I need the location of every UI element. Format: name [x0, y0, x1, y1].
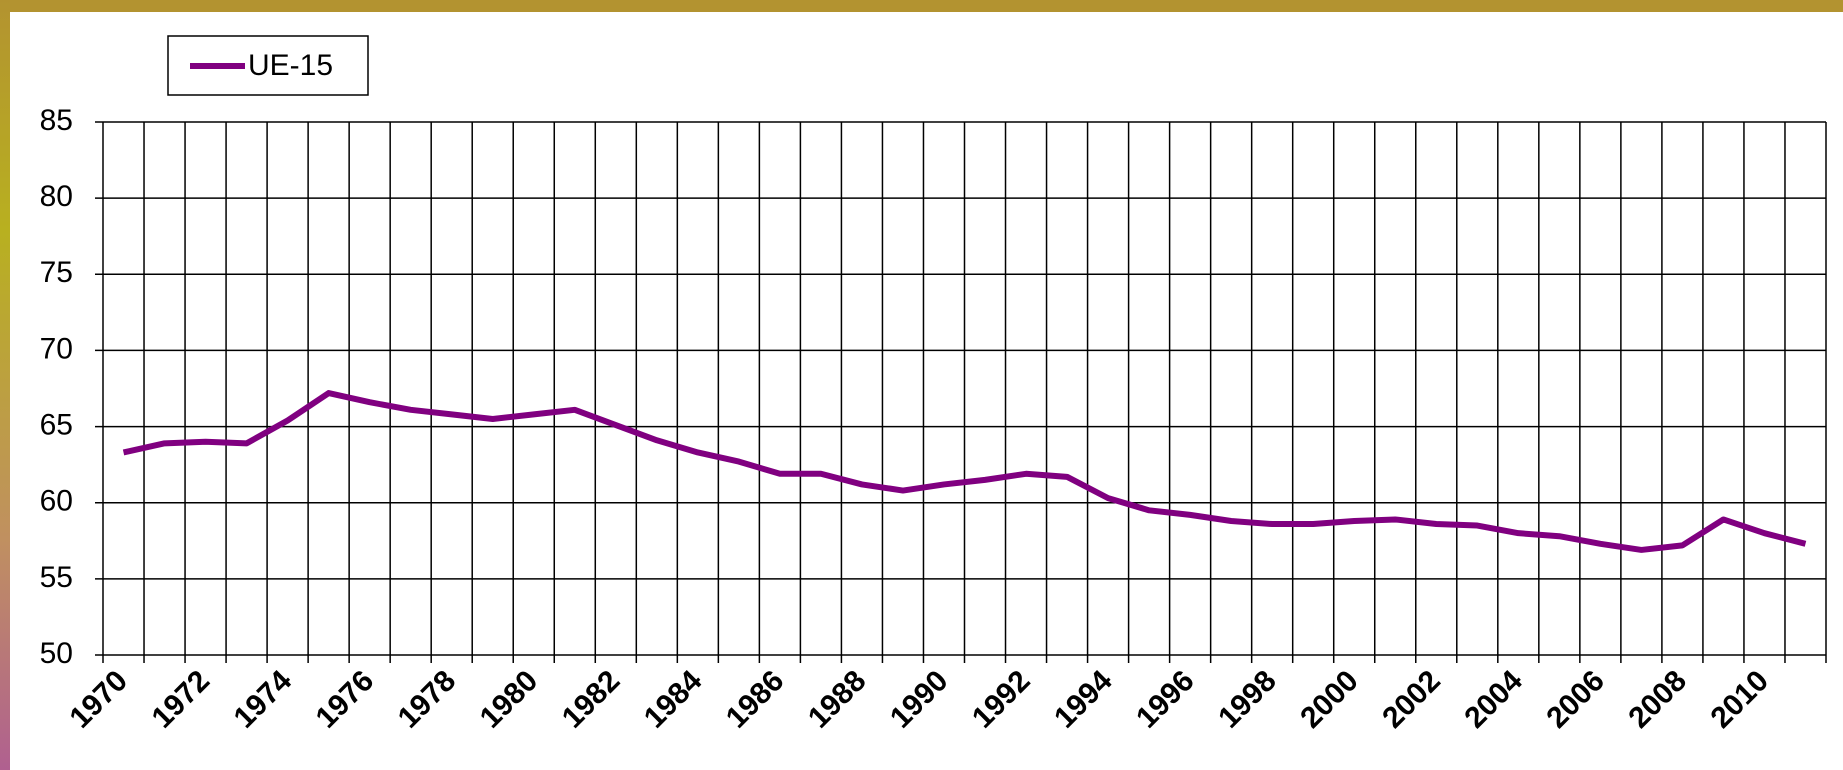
y-tick-label: 60 — [40, 485, 73, 518]
y-tick-label: 70 — [40, 332, 73, 365]
y-tick-label: 65 — [40, 408, 73, 441]
x-tick-label: 2008 — [1622, 664, 1693, 735]
x-tick-label: 1972 — [146, 664, 217, 735]
chart-area — [10, 12, 1843, 770]
x-tick-label: 2004 — [1458, 664, 1529, 735]
x-tick-label: 1970 — [64, 664, 135, 735]
x-tick-label: 1994 — [1048, 664, 1119, 735]
x-tick-label: 2000 — [1294, 664, 1365, 735]
y-tick-label: 50 — [40, 637, 73, 670]
x-tick-label: 1976 — [310, 664, 381, 735]
x-tick-label: 1990 — [884, 664, 955, 735]
x-tick-label: 2002 — [1376, 664, 1447, 735]
y-tick-label: 55 — [40, 561, 73, 594]
x-tick-label: 2006 — [1540, 664, 1611, 735]
x-tick-label: 1982 — [556, 664, 627, 735]
x-tick-label: 1992 — [966, 664, 1037, 735]
x-tick-label: 1984 — [638, 664, 709, 735]
y-tick-label: 80 — [40, 180, 73, 213]
x-tick-label: 1996 — [1130, 664, 1201, 735]
x-tick-label: 1988 — [802, 664, 873, 735]
legend-label: UE-15 — [248, 49, 333, 82]
x-tick-label: 1974 — [228, 664, 299, 735]
x-tick-label: 1998 — [1212, 664, 1283, 735]
line-series — [122, 390, 1807, 553]
x-tick-label: 1978 — [392, 664, 463, 735]
y-tick-label: 85 — [40, 104, 73, 137]
x-tick-label: 1980 — [474, 664, 545, 735]
x-tick-label: 2010 — [1704, 664, 1775, 735]
frame-strip — [0, 0, 10, 770]
y-tick-label: 75 — [40, 256, 73, 289]
x-tick-label: 1986 — [720, 664, 791, 735]
